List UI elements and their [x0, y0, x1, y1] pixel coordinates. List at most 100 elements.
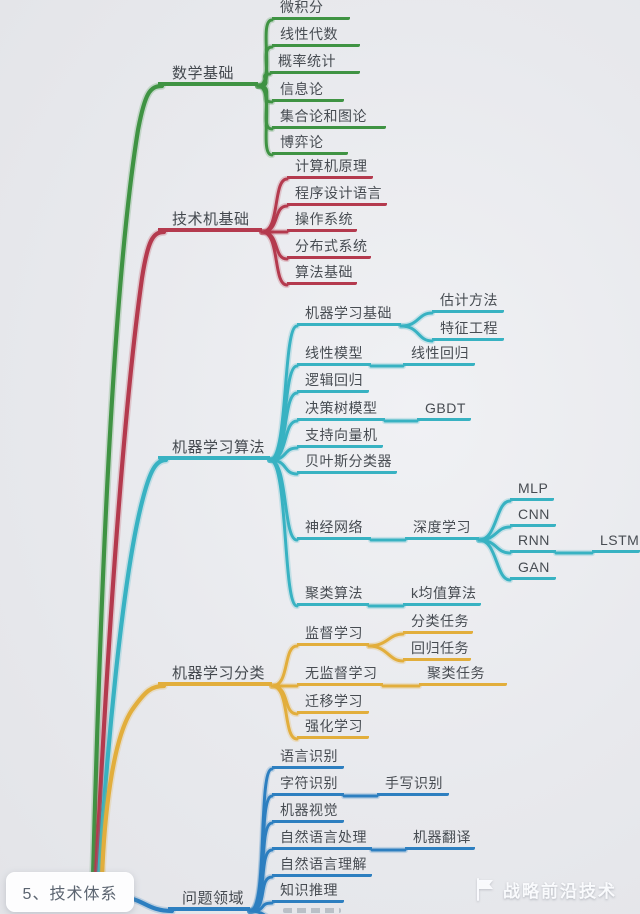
node-label: 深度学习 [413, 519, 471, 535]
mindmap-node[interactable]: GBDT [417, 399, 471, 421]
branch-node[interactable]: 技术机基础 [158, 210, 262, 232]
mindmap-node[interactable]: 信息论 [272, 80, 344, 102]
mindmap-node[interactable]: LSTM [592, 531, 640, 553]
mindmap-node[interactable]: 语言识别 [272, 747, 344, 769]
mindmap-node[interactable]: 操作系统 [287, 210, 357, 232]
node-label: 微积分 [280, 0, 324, 15]
mindmap-node[interactable]: 概率统计 [270, 52, 360, 74]
mindmap-node[interactable]: 迁移学习 [297, 692, 369, 714]
edge [99, 683, 167, 881]
mindmap-node[interactable]: 自然语言处理 [272, 828, 372, 850]
clipped-node [283, 908, 341, 913]
node-label: 分布式系统 [295, 238, 368, 254]
mindmap-node[interactable]: 字符识别 [272, 774, 344, 796]
branch-node[interactable]: 机器学习分类 [158, 664, 272, 686]
node-label: 迁移学习 [305, 693, 363, 709]
edge [248, 909, 266, 914]
node-label: 支持向量机 [305, 427, 378, 443]
node-label: 机器翻译 [413, 829, 471, 845]
node-label: GBDT [425, 400, 466, 416]
mindmap-node[interactable]: 知识推理 [272, 881, 344, 903]
mindmap-node[interactable]: 算法基础 [287, 263, 357, 285]
node-label: 字符识别 [280, 775, 338, 791]
edge [270, 684, 299, 741]
node-label: 特征工程 [440, 320, 498, 336]
mindmap-node[interactable]: 程序设计语言 [287, 184, 387, 206]
mindmap-node[interactable]: RNN [510, 531, 556, 553]
edge [93, 229, 167, 881]
mindmap-node[interactable]: 线性代数 [272, 25, 360, 47]
mindmap-node[interactable]: 聚类算法 [297, 584, 369, 606]
root-node[interactable]: 5、技术体系 [6, 872, 134, 912]
edge [130, 896, 175, 914]
mindmap-node[interactable]: 贝叶斯分类器 [297, 452, 397, 474]
mindmap-node[interactable]: 博弈论 [272, 133, 348, 155]
node-label: 程序设计语言 [295, 185, 382, 201]
branch-node[interactable]: 问题领域 [168, 889, 250, 911]
node-label: 操作系统 [295, 211, 353, 227]
node-label: k均值算法 [411, 585, 477, 601]
node-label: 机器学习算法 [172, 439, 266, 456]
node-label: 问题领域 [182, 890, 245, 907]
node-label: 聚类算法 [305, 585, 363, 601]
mindmap-node[interactable]: GAN [510, 558, 556, 580]
mindmap-node[interactable]: 手写识别 [377, 774, 449, 796]
mindmap-node[interactable]: 机器翻译 [405, 828, 475, 850]
branch-node[interactable]: 数学基础 [158, 64, 258, 86]
mindmap-node[interactable]: 机器视觉 [272, 801, 344, 823]
node-label: 自然语言理解 [280, 856, 367, 872]
mindmap-node[interactable]: 监督学习 [297, 624, 369, 646]
node-label: 语言识别 [280, 748, 338, 764]
node-label: 监督学习 [305, 625, 363, 641]
node-label: CNN [518, 506, 550, 522]
node-label: 自然语言处理 [280, 829, 367, 845]
node-label: 博弈论 [280, 134, 324, 150]
mindmap-node[interactable]: 神经网络 [297, 518, 371, 540]
mindmap-node[interactable]: CNN [510, 505, 556, 527]
mindmap-node[interactable]: 聚类任务 [419, 664, 507, 686]
mindmap-node[interactable]: 分类任务 [403, 612, 473, 634]
mindmap-node[interactable]: 线性模型 [297, 344, 371, 366]
mindmap-node[interactable]: 自然语言理解 [272, 855, 372, 877]
node-label: 分类任务 [411, 613, 469, 629]
mindmap-node[interactable]: MLP [510, 479, 554, 501]
node-label: 回归任务 [411, 640, 469, 656]
edge [399, 324, 434, 343]
mindmap-node[interactable]: 机器学习基础 [297, 304, 401, 326]
mindmap-node[interactable]: 逻辑回归 [297, 371, 369, 393]
mindmap-node[interactable]: 微积分 [272, 0, 350, 20]
node-label: 算法基础 [295, 264, 353, 280]
mindmap-node[interactable]: 强化学习 [297, 717, 369, 739]
node-label: 线性回归 [411, 345, 469, 361]
mindmap-node[interactable]: 计算机原理 [287, 157, 373, 179]
mindmap-node[interactable]: 回归任务 [403, 639, 471, 661]
edge [256, 84, 274, 157]
node-label: 线性模型 [305, 345, 363, 361]
edge [90, 83, 165, 881]
node-label: MLP [518, 480, 549, 496]
node-label: 机器学习分类 [172, 665, 266, 682]
mindmap-node[interactable]: 分布式系统 [287, 237, 371, 259]
branch-node[interactable]: 机器学习算法 [158, 438, 270, 460]
node-label: 贝叶斯分类器 [305, 453, 392, 469]
node-label: 计算机原理 [295, 158, 368, 174]
edge [477, 538, 512, 582]
node-label: 聚类任务 [427, 665, 485, 681]
edge [367, 644, 405, 663]
node-label: 概率统计 [278, 53, 336, 69]
mindmap-node[interactable]: 线性回归 [403, 344, 475, 366]
mindmap-node[interactable]: 无监督学习 [297, 664, 383, 686]
mindmap-node[interactable]: 估计方法 [432, 291, 504, 313]
mindmap-node[interactable]: 特征工程 [432, 319, 504, 341]
node-label: 技术机基础 [172, 211, 250, 228]
mindmap-node[interactable]: 集合论和图论 [272, 107, 386, 129]
node-label: LSTM [600, 532, 640, 548]
root-node-label: 5、技术体系 [22, 886, 118, 903]
mindmap-node[interactable]: 深度学习 [405, 518, 479, 540]
mindmap-node[interactable]: 支持向量机 [297, 426, 383, 448]
mindmap-node[interactable]: k均值算法 [403, 584, 481, 606]
mindmap-node[interactable]: 决策树模型 [297, 399, 385, 421]
node-label: 神经网络 [305, 519, 363, 535]
